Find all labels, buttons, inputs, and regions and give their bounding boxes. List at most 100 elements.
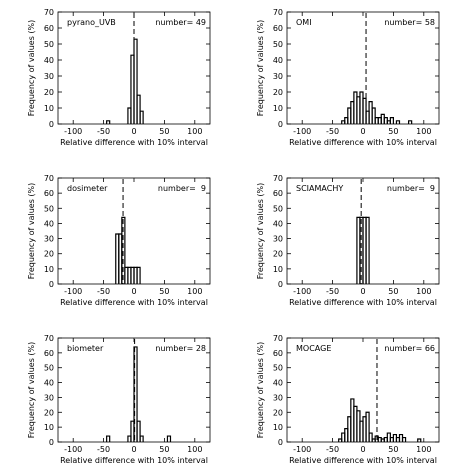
x-tick-label: 50 <box>159 445 169 454</box>
x-tick-label: 0 <box>131 287 136 296</box>
sample-count-label: number= 9 <box>387 184 435 193</box>
histogram-bar <box>389 117 394 124</box>
y-axis-label: Frequency of values (%) <box>27 183 36 280</box>
x-tick-label: 0 <box>360 127 365 136</box>
x-axis-label: Relative difference with 10% interval <box>289 138 437 147</box>
x-tick-label: 50 <box>388 127 398 136</box>
histogram-bar <box>106 120 111 124</box>
y-axis-label: Frequency of values (%) <box>256 342 265 439</box>
x-tick-label: -50 <box>326 445 339 454</box>
y-tick-label: 50 <box>44 40 54 49</box>
x-tick-label: 50 <box>388 287 398 296</box>
y-tick-label: 20 <box>273 408 283 417</box>
x-axis-label: Relative difference with 10% interval <box>289 456 437 465</box>
x-tick-label: 50 <box>159 287 169 296</box>
histogram-panel: 0 10 20 30 40 50 60 70 -100 -50 0 50 100 Relative dif… <box>27 174 211 307</box>
histogram-bar <box>166 435 172 442</box>
histogram-bar <box>395 120 401 124</box>
histogram-bar <box>139 110 144 124</box>
x-axis-label: Relative difference with 10% interval <box>289 298 437 307</box>
y-tick-label: 40 <box>273 56 283 65</box>
y-tick-label: 60 <box>44 24 54 33</box>
y-axis-label: Frequency of values (%) <box>27 342 36 439</box>
y-tick-label: 60 <box>273 189 283 198</box>
y-tick-label: 20 <box>273 250 283 259</box>
histogram-panel: 0 10 20 30 40 50 60 70 -100 -50 0 50 100 Relative dif… <box>27 334 211 465</box>
x-tick-label: 0 <box>131 127 136 136</box>
x-tick-label: 100 <box>416 127 431 136</box>
y-tick-label: 50 <box>273 364 283 373</box>
panel-label: SCIAMACHY <box>296 184 343 193</box>
y-tick-label: 0 <box>49 120 54 129</box>
histogram-bar <box>401 436 407 442</box>
y-tick-label: 70 <box>44 8 54 17</box>
x-tick-label: -100 <box>293 445 311 454</box>
y-tick-label: 40 <box>44 379 54 388</box>
histogram-panel: 0 10 20 30 40 50 60 70 -100 -50 0 50 100 Relative dif… <box>27 8 211 147</box>
histogram-panel: 0 10 20 30 40 50 60 70 -100 -50 0 50 100 Relative dif… <box>256 8 440 147</box>
histogram-bar <box>368 432 373 442</box>
histogram-panel: 0 10 20 30 40 50 60 70 -100 -50 0 50 100 Relative dif… <box>256 174 440 307</box>
y-tick-label: 30 <box>44 72 54 81</box>
y-axis-label: Frequency of values (%) <box>256 20 265 117</box>
x-tick-label: 100 <box>187 445 202 454</box>
sample-count-label: number= 49 <box>155 18 206 27</box>
x-tick-label: -100 <box>293 127 311 136</box>
y-tick-label: 40 <box>273 379 283 388</box>
histogram-bar <box>106 435 111 442</box>
y-tick-label: 10 <box>273 104 283 113</box>
y-tick-label: 30 <box>44 235 54 244</box>
panel-label: OMI <box>296 18 312 27</box>
x-tick-label: 0 <box>360 445 365 454</box>
x-axis-label: Relative difference with 10% interval <box>60 298 208 307</box>
y-tick-label: 50 <box>44 204 54 213</box>
histogram-bar <box>121 216 126 284</box>
y-tick-label: 70 <box>273 174 283 183</box>
x-tick-label: -50 <box>97 445 110 454</box>
y-tick-label: 40 <box>44 56 54 65</box>
y-tick-label: 20 <box>44 88 54 97</box>
y-tick-label: 10 <box>44 423 54 432</box>
y-tick-label: 0 <box>278 438 283 447</box>
x-tick-label: -100 <box>64 445 82 454</box>
histogram-bar <box>136 420 141 442</box>
y-axis-label: Frequency of values (%) <box>27 20 36 117</box>
y-tick-label: 20 <box>273 88 283 97</box>
y-tick-label: 60 <box>273 349 283 358</box>
x-tick-label: -100 <box>64 287 82 296</box>
histogram-bar <box>133 346 138 442</box>
histogram-panel: 0 10 20 30 40 50 60 70 -100 -50 0 50 100 Relative dif… <box>256 334 440 465</box>
histogram-bar <box>139 435 144 442</box>
y-tick-label: 60 <box>273 24 283 33</box>
y-tick-label: 50 <box>273 40 283 49</box>
x-tick-label: 100 <box>187 127 202 136</box>
y-tick-label: 70 <box>44 174 54 183</box>
panel-label: pyrano_UVB <box>67 18 116 27</box>
y-tick-label: 60 <box>44 189 54 198</box>
histogram-bar <box>136 94 141 124</box>
x-tick-label: -50 <box>97 287 110 296</box>
x-tick-label: 0 <box>360 287 365 296</box>
x-tick-label: -100 <box>64 127 82 136</box>
x-tick-label: -100 <box>293 287 311 296</box>
x-tick-label: 100 <box>416 287 431 296</box>
x-axis-label: Relative difference with 10% interval <box>60 456 208 465</box>
sample-count-label: number= 28 <box>155 344 206 353</box>
histogram-bar <box>408 120 413 124</box>
histogram-bar <box>136 266 141 284</box>
x-tick-label: -50 <box>326 287 339 296</box>
histogram-bar <box>365 216 370 284</box>
histogram-bar <box>365 411 370 442</box>
sample-count-label: number= 58 <box>384 18 435 27</box>
y-axis-label: Frequency of values (%) <box>256 183 265 280</box>
x-tick-label: -50 <box>97 127 110 136</box>
x-tick-label: -50 <box>326 127 339 136</box>
panel-label: biometer <box>67 344 104 353</box>
panel-label: MOCAGE <box>296 344 331 353</box>
x-tick-label: 100 <box>416 445 431 454</box>
sample-count-label: number= 9 <box>158 184 206 193</box>
y-tick-label: 50 <box>273 204 283 213</box>
y-tick-label: 20 <box>44 250 54 259</box>
y-tick-label: 10 <box>44 104 54 113</box>
